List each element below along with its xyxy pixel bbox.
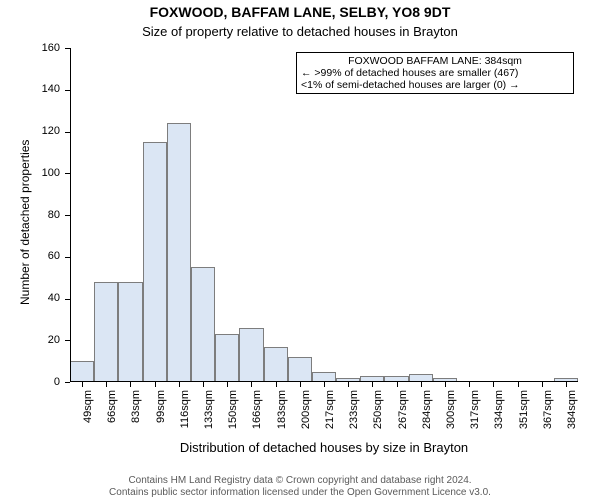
x-tick-label: 367sqm <box>542 390 554 440</box>
x-tick-mark <box>518 382 519 387</box>
histogram-bar <box>167 123 191 382</box>
histogram-bar <box>215 334 239 382</box>
y-tick-mark <box>65 173 70 174</box>
histogram-bar <box>118 282 142 382</box>
y-axis-label: Number of detached properties <box>18 140 32 305</box>
x-tick-label: 384sqm <box>566 390 578 440</box>
y-tick-label: 40 <box>0 292 60 304</box>
histogram-bar <box>70 361 94 382</box>
x-tick-mark <box>130 382 131 387</box>
histogram-bar <box>288 357 312 382</box>
chart-container: FOXWOOD, BAFFAM LANE, SELBY, YO8 9DT Siz… <box>0 0 600 500</box>
x-tick-mark <box>324 382 325 387</box>
annotation-line: ← >99% of detached houses are smaller (4… <box>301 67 569 79</box>
y-tick-mark <box>65 215 70 216</box>
x-tick-label: 217sqm <box>324 390 336 440</box>
y-tick-mark <box>65 382 70 383</box>
y-tick-label: 140 <box>0 83 60 95</box>
x-tick-mark <box>372 382 373 387</box>
histogram-bar <box>264 347 288 382</box>
x-axis-label: Distribution of detached houses by size … <box>70 440 578 455</box>
histogram-bar <box>94 282 118 382</box>
y-tick-mark <box>65 48 70 49</box>
chart-title: FOXWOOD, BAFFAM LANE, SELBY, YO8 9DT <box>0 4 600 20</box>
histogram-bar <box>191 267 215 382</box>
footer-attribution: Contains HM Land Registry data © Crown c… <box>0 475 600 498</box>
histogram-bar <box>143 142 167 382</box>
x-tick-mark <box>469 382 470 387</box>
x-tick-label: 267sqm <box>397 390 409 440</box>
y-axis-line <box>70 48 71 382</box>
y-tick-label: 120 <box>0 125 60 137</box>
x-tick-mark <box>493 382 494 387</box>
x-tick-mark <box>276 382 277 387</box>
x-tick-mark <box>155 382 156 387</box>
x-tick-label: 183sqm <box>276 390 288 440</box>
x-tick-label: 83sqm <box>130 390 142 440</box>
x-tick-label: 133sqm <box>203 390 215 440</box>
annotation-line: FOXWOOD BAFFAM LANE: 384sqm <box>301 55 569 67</box>
x-tick-label: 200sqm <box>300 390 312 440</box>
x-tick-label: 334sqm <box>493 390 505 440</box>
x-tick-mark <box>348 382 349 387</box>
footer-line: Contains public sector information licen… <box>0 487 600 499</box>
x-tick-mark <box>82 382 83 387</box>
y-tick-label: 160 <box>0 42 60 54</box>
x-tick-label: 250sqm <box>372 390 384 440</box>
x-tick-label: 66sqm <box>106 390 118 440</box>
x-tick-mark <box>421 382 422 387</box>
y-tick-label: 20 <box>0 334 60 346</box>
x-tick-mark <box>251 382 252 387</box>
x-tick-mark <box>445 382 446 387</box>
y-tick-label: 60 <box>0 250 60 262</box>
x-tick-label: 150sqm <box>227 390 239 440</box>
annotation-line: <1% of semi-detached houses are larger (… <box>301 79 569 91</box>
x-tick-label: 284sqm <box>421 390 433 440</box>
x-tick-label: 99sqm <box>155 390 167 440</box>
y-tick-mark <box>65 299 70 300</box>
x-tick-label: 49sqm <box>82 390 94 440</box>
y-tick-label: 0 <box>0 376 60 388</box>
histogram-bar <box>239 328 263 382</box>
footer-line: Contains HM Land Registry data © Crown c… <box>0 475 600 487</box>
y-tick-label: 80 <box>0 209 60 221</box>
x-tick-label: 233sqm <box>348 390 360 440</box>
x-tick-mark <box>397 382 398 387</box>
x-tick-mark <box>300 382 301 387</box>
x-tick-mark <box>106 382 107 387</box>
x-tick-label: 351sqm <box>518 390 530 440</box>
x-tick-mark <box>542 382 543 387</box>
x-tick-mark <box>227 382 228 387</box>
x-tick-label: 116sqm <box>179 390 191 440</box>
x-tick-mark <box>566 382 567 387</box>
y-tick-mark <box>65 132 70 133</box>
y-tick-mark <box>65 340 70 341</box>
chart-subtitle: Size of property relative to detached ho… <box>0 24 600 39</box>
x-tick-mark <box>203 382 204 387</box>
x-tick-label: 166sqm <box>251 390 263 440</box>
y-tick-label: 100 <box>0 167 60 179</box>
annotation-box: FOXWOOD BAFFAM LANE: 384sqm← >99% of det… <box>296 52 574 94</box>
x-tick-label: 317sqm <box>469 390 481 440</box>
x-tick-label: 300sqm <box>445 390 457 440</box>
y-tick-mark <box>65 90 70 91</box>
plot-area <box>70 48 578 382</box>
y-tick-mark <box>65 257 70 258</box>
x-tick-mark <box>179 382 180 387</box>
